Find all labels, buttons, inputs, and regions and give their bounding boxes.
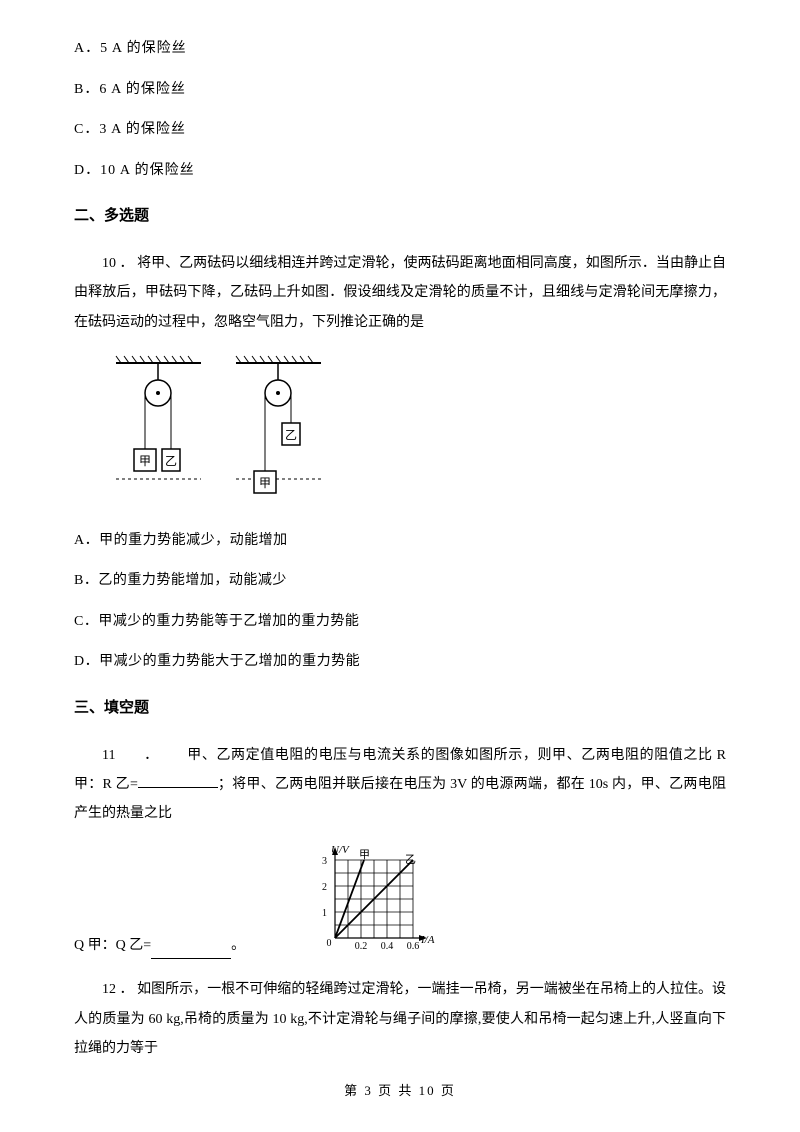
label-jia-right: 甲: [259, 476, 271, 490]
option-a: A．5 A 的保险丝: [74, 36, 726, 63]
question-11: 11 ． 甲、乙两定值电阻的电压与电流关系的图像如图所示，则甲、乙两电阻的阻值之…: [74, 741, 726, 829]
q10-option-c: C．甲减少的重力势能等于乙增加的重力势能: [74, 609, 726, 636]
section-3-heading: 三、填空题: [74, 694, 726, 723]
ui-graph: U/V I/A: [305, 843, 435, 964]
q12-text: 如图所示，一根不可伸缩的轻绳跨过定滑轮，一端挂一吊椅，另一端被坐在吊椅上的人拉住…: [74, 982, 726, 1056]
question-12: 12 ． 如图所示，一根不可伸缩的轻绳跨过定滑轮，一端挂一吊椅，另一端被坐在吊椅…: [74, 975, 726, 1063]
blank-1[interactable]: [138, 774, 218, 788]
q10-option-d: D．甲减少的重力势能大于乙增加的重力势能: [74, 649, 726, 676]
option-c: C．3 A 的保险丝: [74, 117, 726, 144]
q12-number: 12 ．: [102, 982, 137, 997]
page-footer: 第 3 页 共 10 页: [0, 1079, 800, 1104]
pulley-diagram: 甲 乙 乙: [106, 351, 726, 512]
svg-text:0.6: 0.6: [407, 941, 420, 952]
svg-text:0.4: 0.4: [381, 941, 394, 952]
q11-line2b: 。: [231, 933, 245, 960]
label-jia-left: 甲: [139, 454, 151, 468]
svg-text:乙: 乙: [405, 853, 416, 866]
option-b: B．6 A 的保险丝: [74, 77, 726, 104]
svg-text:2: 2: [322, 882, 327, 893]
q11-line2a: Q 甲：Q 乙=: [74, 933, 151, 960]
section-2-heading: 二、多选题: [74, 202, 726, 231]
question-10: 10 ． 将甲、乙两砝码以细线相连并跨过定滑轮，使两砝码距离地面相同高度，如图所…: [74, 249, 726, 337]
label-yi-right: 乙: [285, 428, 297, 442]
svg-text:甲: 甲: [359, 849, 370, 861]
svg-text:3: 3: [322, 856, 327, 867]
svg-text:0: 0: [327, 938, 332, 949]
option-d: D．10 A 的保险丝: [74, 158, 726, 185]
label-yi-left: 乙: [165, 454, 177, 468]
blank-2[interactable]: [151, 945, 231, 959]
svg-text:0.2: 0.2: [355, 941, 368, 952]
svg-text:I/A: I/A: [420, 934, 435, 946]
q10-option-b: B．乙的重力势能增加，动能减少: [74, 568, 726, 595]
q10-option-a: A．甲的重力势能减少，动能增加: [74, 528, 726, 555]
q10-text: 将甲、乙两砝码以细线相连并跨过定滑轮，使两砝码距离地面相同高度，如图所示．当由静…: [74, 256, 726, 330]
q10-number: 10 ．: [102, 256, 137, 271]
svg-text:1: 1: [322, 908, 327, 919]
